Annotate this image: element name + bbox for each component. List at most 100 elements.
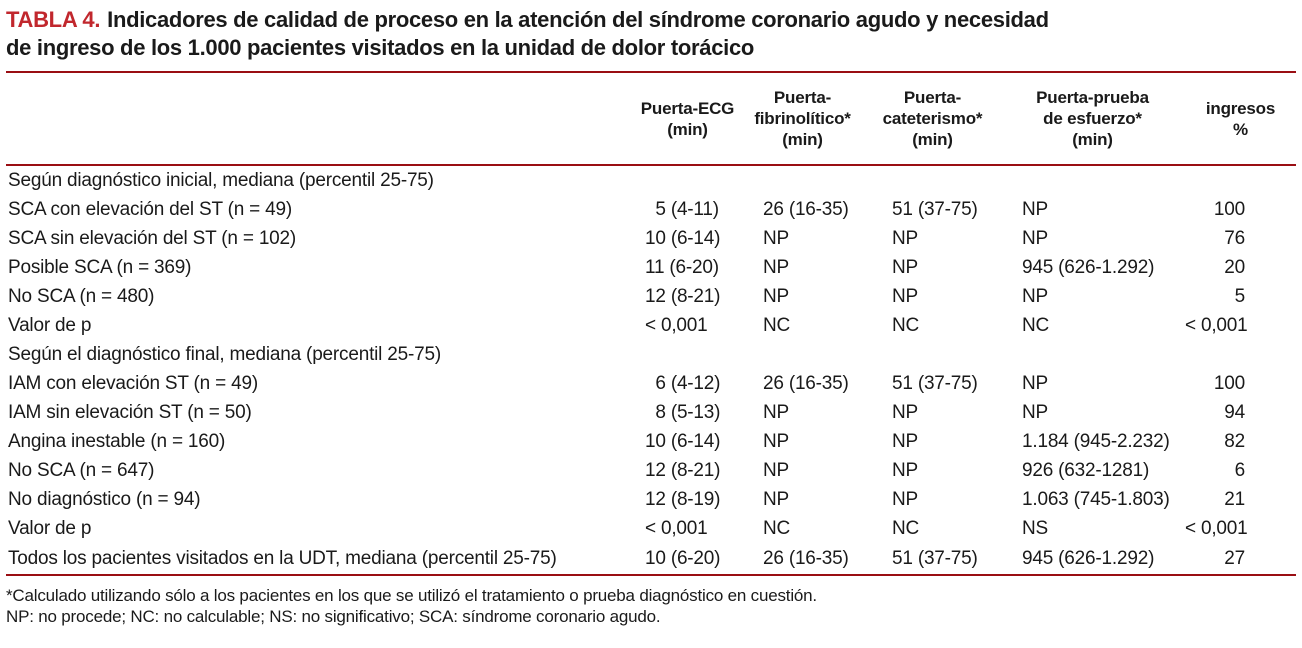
cell-puerta-ecg: 12 (8-21)	[645, 285, 721, 307]
cell-puerta-prueba-esfuerzo: 1.063 (745-1.803)	[1022, 488, 1170, 510]
header-ingresos: ingresos %	[1185, 73, 1296, 166]
cell-puerta-fibrinolitico: NP	[763, 285, 789, 307]
cell-ingresos: 20	[1224, 256, 1245, 278]
cell-puerta-cateterismo: NC	[892, 517, 920, 539]
row-label: IAM sin elevación ST (n = 50)	[8, 401, 252, 423]
cell-puerta-ecg: < 0,001	[645, 314, 708, 336]
cell-puerta-ecg: < 0,001	[645, 517, 708, 539]
footnotes: *Calculado utilizando sólo a los pacient…	[6, 585, 1296, 627]
table-body: Según diagnóstico inicial, mediana (perc…	[6, 165, 1296, 576]
cell-puerta-prueba-esfuerzo: NP	[1022, 227, 1048, 249]
table-header: Puerta-ECG (min) Puerta- fibrinolítico* …	[6, 73, 1296, 166]
table-section-row: Según el diagnóstico final, mediana (per…	[6, 340, 1296, 369]
header-empty	[6, 73, 635, 166]
title-text-2: de ingreso de los 1.000 pacientes visita…	[6, 35, 755, 60]
cell-puerta-prueba-esfuerzo: 1.184 (945-2.232)	[1022, 430, 1170, 452]
cell-puerta-prueba-esfuerzo: NP	[1022, 401, 1048, 423]
cell-puerta-cateterismo: 51 (37-75)	[892, 198, 978, 220]
cell-ingresos: 21	[1224, 488, 1245, 510]
table-row: No SCA (n = 647) 12 (8-21) NP NP 926 (63…	[6, 456, 1296, 485]
cell-puerta-fibrinolitico: NP	[763, 430, 789, 452]
table-row: Valor de p < 0,001 NC NC NS < 0,001	[6, 514, 1296, 543]
cell-puerta-prueba-esfuerzo: NS	[1022, 517, 1048, 539]
row-label: No diagnóstico (n = 94)	[8, 488, 201, 510]
cell-puerta-ecg: 10 (6-20)	[635, 543, 740, 576]
row-label: No SCA (n = 647)	[8, 459, 155, 481]
cell-puerta-cateterismo: NP	[892, 227, 918, 249]
cell-puerta-prueba-esfuerzo: NP	[1022, 285, 1048, 307]
table-row: IAM con elevación ST (n = 49) 6 (4-12) 2…	[6, 369, 1296, 398]
top-rule	[6, 71, 1296, 73]
row-label: Valor de p	[8, 517, 92, 539]
table-section-row: Según diagnóstico inicial, mediana (perc…	[6, 165, 1296, 195]
row-label: Todos los pacientes visitados en la UDT,…	[6, 543, 635, 576]
cell-puerta-fibrinolitico: NC	[763, 314, 791, 336]
cell-puerta-ecg: 10 (6-14)	[645, 227, 721, 249]
header-puerta-fibrinolitico: Puerta- fibrinolítico* (min)	[740, 73, 865, 166]
cell-puerta-cateterismo: NP	[892, 430, 918, 452]
cell-ingresos: < 0,001	[1185, 314, 1248, 336]
cell-puerta-prueba-esfuerzo: 945 (626-1.292)	[1022, 256, 1155, 278]
cell-ingresos: 94	[1224, 401, 1245, 423]
table-row: No SCA (n = 480) 12 (8-21) NP NP NP 5	[6, 282, 1296, 311]
table-row: Posible SCA (n = 369) 11 (6-20) NP NP 94…	[6, 253, 1296, 282]
cell-puerta-prueba-esfuerzo: NP	[1022, 372, 1048, 394]
cell-puerta-fibrinolitico: 26 (16-35)	[763, 198, 849, 220]
cell-puerta-ecg: 12 (8-21)	[645, 459, 721, 481]
footnote-abbreviations: NP: no procede; NC: no calculable; NS: n…	[6, 607, 661, 626]
cell-puerta-cateterismo: NP	[892, 488, 918, 510]
table-number: TABLA 4.	[6, 7, 101, 32]
cell-puerta-ecg: 6 (4-12)	[645, 372, 721, 394]
row-label: Posible SCA (n = 369)	[8, 256, 192, 278]
cell-puerta-fibrinolitico: 26 (16-35)	[740, 543, 865, 576]
cell-ingresos: 82	[1224, 430, 1245, 452]
row-label: Valor de p	[8, 314, 92, 336]
row-label: Según diagnóstico inicial, mediana (perc…	[8, 169, 434, 191]
cell-puerta-prueba-esfuerzo: 945 (626-1.292)	[1000, 543, 1185, 576]
cell-ingresos: < 0,001	[1185, 517, 1248, 539]
cell-puerta-fibrinolitico: NC	[763, 517, 791, 539]
cell-puerta-cateterismo: 51 (37-75)	[865, 543, 1000, 576]
cell-puerta-prueba-esfuerzo: NC	[1022, 314, 1050, 336]
cell-puerta-fibrinolitico: NP	[763, 227, 789, 249]
cell-puerta-fibrinolitico: NP	[763, 256, 789, 278]
row-label: Según el diagnóstico final, mediana (per…	[8, 343, 442, 365]
cell-puerta-fibrinolitico: NP	[763, 488, 789, 510]
table-row: No diagnóstico (n = 94) 12 (8-19) NP NP …	[6, 485, 1296, 514]
table-row: Todos los pacientes visitados en la UDT,…	[6, 543, 1296, 576]
cell-puerta-fibrinolitico: 26 (16-35)	[763, 372, 849, 394]
row-label: IAM con elevación ST (n = 49)	[8, 372, 258, 394]
cell-puerta-fibrinolitico: NP	[763, 459, 789, 481]
cell-ingresos: 6	[1234, 459, 1246, 481]
cell-puerta-cateterismo: NP	[892, 256, 918, 278]
cell-puerta-ecg: 8 (5-13)	[645, 401, 721, 423]
cell-puerta-cateterismo: NP	[892, 401, 918, 423]
cell-puerta-prueba-esfuerzo: NP	[1022, 198, 1048, 220]
row-label: SCA sin elevación del ST (n = 102)	[8, 227, 297, 249]
footnote-asterisk: *Calculado utilizando sólo a los pacient…	[6, 586, 817, 605]
header-puerta-ecg: Puerta-ECG (min)	[635, 73, 740, 166]
cell-puerta-prueba-esfuerzo: 926 (632-1281)	[1022, 459, 1150, 481]
cell-puerta-ecg: 5 (4-11)	[645, 198, 719, 220]
cell-puerta-fibrinolitico: NP	[763, 401, 789, 423]
table-title: TABLA 4. Indicadores de calidad de proces…	[6, 6, 1296, 62]
cell-ingresos: 76	[1224, 227, 1245, 249]
table-row: SCA sin elevación del ST (n = 102) 10 (6…	[6, 224, 1296, 253]
header-puerta-cateterismo: Puerta- cateterismo* (min)	[865, 73, 1000, 166]
indicators-table: Puerta-ECG (min) Puerta- fibrinolítico* …	[6, 73, 1296, 576]
title-text-1: Indicadores de calidad de proceso en la …	[107, 7, 1049, 32]
cell-ingresos: 27	[1185, 543, 1296, 576]
cell-ingresos: 100	[1213, 198, 1245, 220]
cell-puerta-cateterismo: NC	[892, 314, 920, 336]
table-row: Angina inestable (n = 160) 10 (6-14) NP …	[6, 427, 1296, 456]
table-row: IAM sin elevación ST (n = 50) 8 (5-13) N…	[6, 398, 1296, 427]
cell-puerta-cateterismo: 51 (37-75)	[892, 372, 978, 394]
row-label: Angina inestable (n = 160)	[8, 430, 226, 452]
cell-puerta-ecg: 12 (8-19)	[645, 488, 721, 510]
table-row: Valor de p < 0,001 NC NC NC < 0,001	[6, 311, 1296, 340]
cell-puerta-ecg: 10 (6-14)	[645, 430, 721, 452]
cell-puerta-cateterismo: NP	[892, 285, 918, 307]
cell-puerta-cateterismo: NP	[892, 459, 918, 481]
header-row: Puerta-ECG (min) Puerta- fibrinolítico* …	[6, 73, 1296, 166]
cell-ingresos: 5	[1234, 285, 1246, 307]
